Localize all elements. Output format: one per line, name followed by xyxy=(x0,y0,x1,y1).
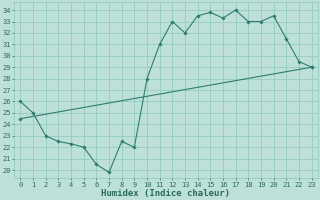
X-axis label: Humidex (Indice chaleur): Humidex (Indice chaleur) xyxy=(101,189,230,198)
